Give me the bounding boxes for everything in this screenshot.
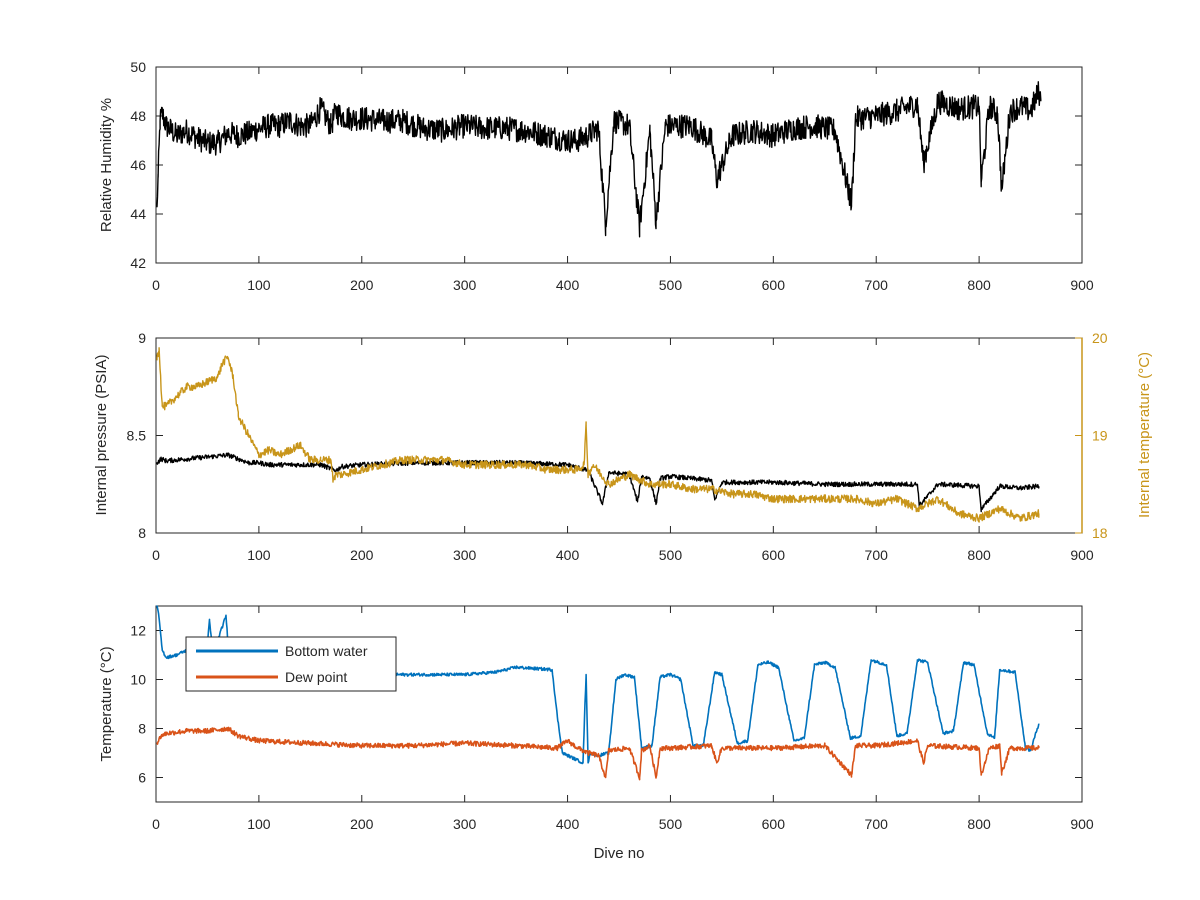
xtick-label: 600 [762, 547, 786, 563]
xtick-label: 900 [1070, 547, 1094, 563]
ytick-label: 42 [130, 255, 146, 271]
legend-label-dew-point: Dew point [285, 669, 347, 685]
yticks-temperature: 6 8 10 12 [130, 623, 1082, 786]
xticks-pressure: 0 100 200 300 400 500 600 700 800 900 [152, 338, 1094, 563]
series-temperature [156, 605, 1040, 781]
xtick-label: 100 [247, 547, 271, 563]
xticks-humidity: 0 100 200 300 400 500 600 700 800 900 [152, 67, 1094, 293]
ytick-label: 12 [130, 623, 146, 639]
ytick-label-right: 19 [1092, 428, 1108, 444]
series-line-dew-point [156, 726, 1040, 781]
panel-temperature: 0 100 200 300 400 500 600 700 800 900 6 8 10 12 Temp… [98, 605, 1094, 862]
xtick-label: 400 [556, 547, 580, 563]
xtick-label: 500 [659, 277, 683, 293]
xtick-label: 700 [865, 277, 889, 293]
ylabel-pressure: Internal pressure (PSIA) [93, 355, 110, 516]
ylabel-temperature: Temperature (°C) [98, 646, 115, 761]
yticks-humidity: 42 44 46 48 50 [130, 59, 1082, 271]
xtick-label: 600 [762, 277, 786, 293]
xtick-label: 800 [967, 547, 991, 563]
ytick-label: 6 [138, 770, 146, 786]
xtick-label: 400 [556, 277, 580, 293]
xtick-label: 300 [453, 277, 477, 293]
yticks-right-pressure: 18 19 20 [1075, 330, 1108, 541]
legend-box [185, 636, 397, 692]
xtick-label: 200 [350, 816, 374, 832]
axes-box-temperature [155, 605, 1083, 803]
xtick-label: 0 [152, 547, 160, 563]
panel-pressure: 0 100 200 300 400 500 600 700 800 900 88.59 18192… [93, 330, 1153, 563]
xtick-label: 700 [865, 816, 889, 832]
xtick-label: 900 [1070, 816, 1094, 832]
yticks-pressure: 88.59 [127, 330, 163, 541]
xtick-label: 500 [659, 547, 683, 563]
xtick-label: 500 [659, 816, 683, 832]
xtick-label: 800 [967, 277, 991, 293]
ytick-label: 8 [138, 721, 146, 737]
ylabel-humidity: Relative Humidity % [98, 98, 115, 232]
series-line-internal-pressure [156, 452, 1040, 513]
xtick-label: 0 [152, 816, 160, 832]
xtick-label: 100 [247, 816, 271, 832]
xtick-label: 400 [556, 816, 580, 832]
xtick-label: 200 [350, 277, 374, 293]
ytick-label: 8.5 [127, 428, 147, 444]
series-line-relative-humidity [156, 81, 1042, 238]
series-humidity [156, 81, 1042, 238]
xlabel-dive-no: Dive no [594, 845, 645, 862]
xtick-label: 300 [453, 816, 477, 832]
ylabel-right-pressure: Internal temperature (°C) [1136, 352, 1153, 518]
panel-humidity: 0 100 200 300 400 500 600 700 800 900 4244464850 … [98, 59, 1094, 293]
series-pressure [156, 347, 1040, 523]
ytick-label: 9 [138, 330, 146, 346]
xtick-label: 700 [865, 547, 889, 563]
xtick-label: 900 [1070, 277, 1094, 293]
legend: Bottom water Dew point [185, 636, 397, 692]
ytick-label: 44 [130, 206, 146, 222]
ytick-label-right: 20 [1092, 330, 1108, 346]
legend-label-bottom-water: Bottom water [285, 643, 368, 659]
ytick-label: 46 [130, 157, 146, 173]
ytick-label: 48 [130, 108, 146, 124]
xtick-label: 0 [152, 277, 160, 293]
series-line-internal-temperature [156, 347, 1040, 523]
xtick-label: 600 [762, 816, 786, 832]
ytick-label-right: 18 [1092, 525, 1108, 541]
xtick-label: 800 [967, 816, 991, 832]
ytick-label: 8 [138, 525, 146, 541]
xticks-temperature: 0 100 200 300 400 500 600 700 800 900 [152, 606, 1094, 832]
xtick-label: 100 [247, 277, 271, 293]
ytick-label: 50 [130, 59, 146, 75]
xtick-label: 300 [453, 547, 477, 563]
xtick-label: 200 [350, 547, 374, 563]
ytick-label: 10 [130, 672, 146, 688]
